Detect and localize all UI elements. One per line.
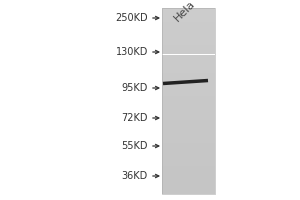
Text: 72KD: 72KD [122,113,148,123]
Bar [162,8,215,13]
Bar [162,50,215,54]
Bar [162,27,215,31]
Bar [162,129,215,134]
Bar [162,31,215,36]
Bar [162,8,215,194]
Bar [162,152,215,157]
Bar [162,157,215,161]
Bar [162,92,215,96]
Bar [162,106,215,110]
Bar [162,189,215,194]
Bar [162,180,215,185]
Text: 95KD: 95KD [122,83,148,93]
Bar [162,59,215,64]
Bar [162,115,215,120]
Text: 36KD: 36KD [122,171,148,181]
Bar [162,22,215,27]
Bar [162,120,215,124]
Bar [162,17,215,22]
Text: 250KD: 250KD [116,13,148,23]
Bar [162,148,215,152]
Bar [162,36,215,41]
Bar [162,64,215,68]
Bar [162,124,215,129]
Bar [162,54,215,59]
Bar [162,166,215,171]
Bar [162,96,215,101]
Bar [162,87,215,92]
Bar [162,45,215,50]
Bar [162,73,215,78]
Bar [162,13,215,17]
Bar [162,175,215,180]
Text: 55KD: 55KD [122,141,148,151]
Bar [162,41,215,45]
Bar [162,78,215,82]
Bar [162,68,215,73]
Bar [162,134,215,138]
Bar [162,138,215,143]
Bar [162,143,215,148]
Bar [162,110,215,115]
Bar [162,82,215,87]
Bar [162,185,215,189]
Bar [162,171,215,175]
Bar [162,101,215,106]
Text: Hela: Hela [172,0,197,23]
Bar [162,161,215,166]
Text: 130KD: 130KD [116,47,148,57]
